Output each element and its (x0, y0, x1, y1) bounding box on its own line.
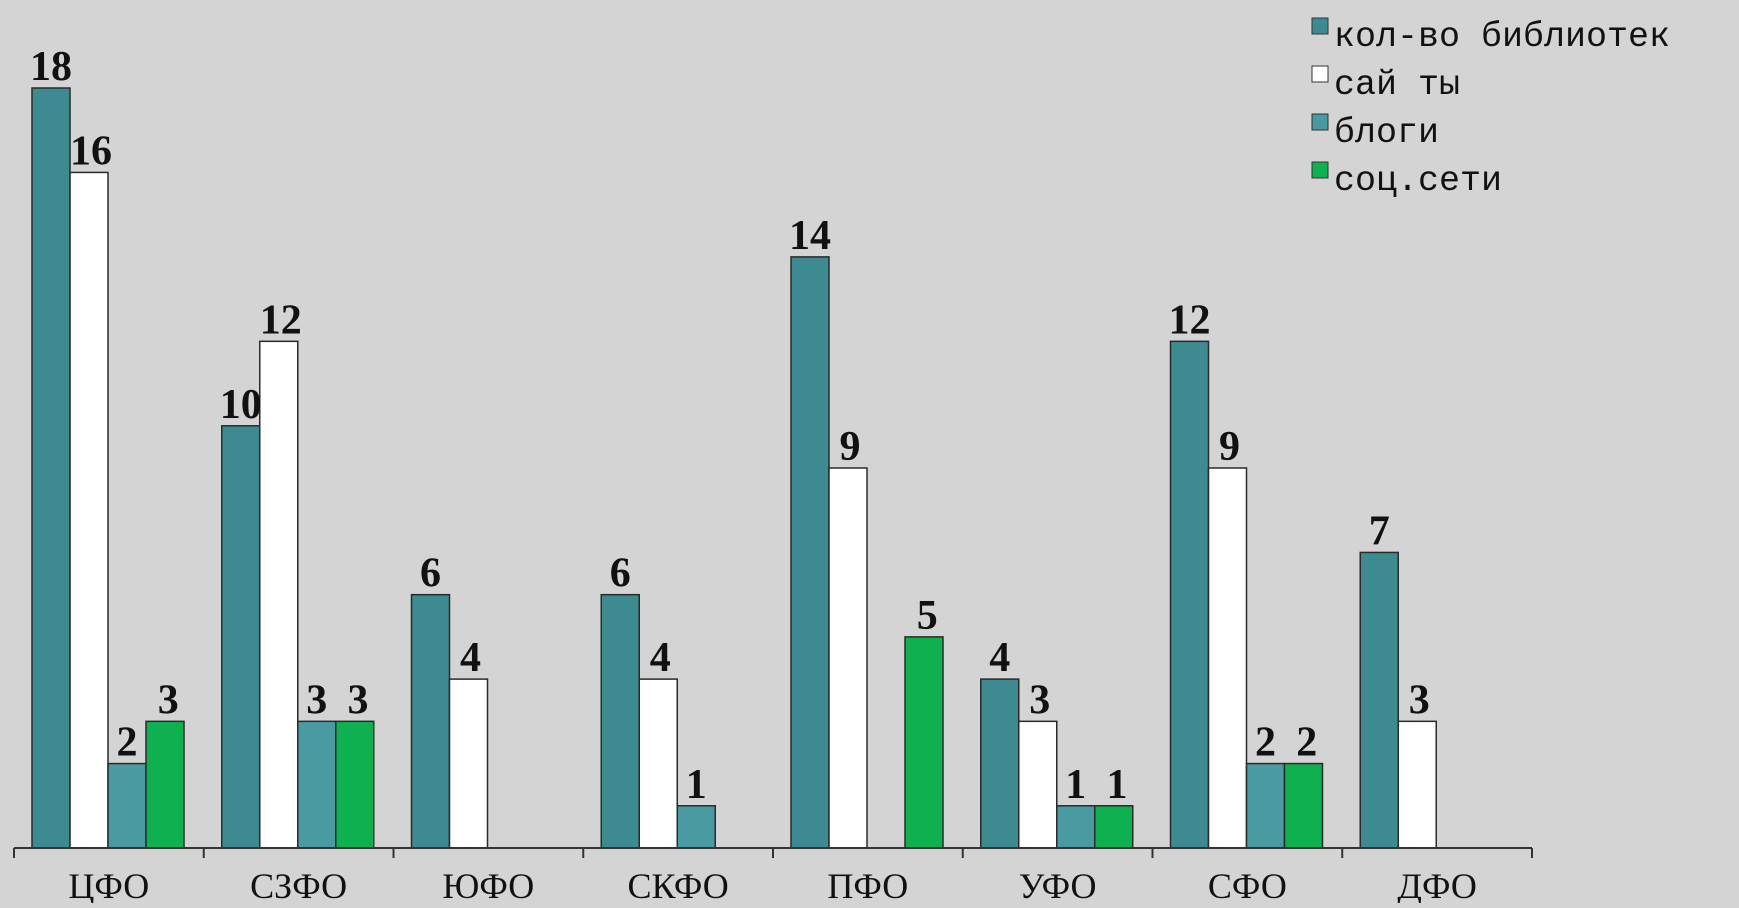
bar-дфо-series-1 (1359, 551, 1399, 849)
bar-уфо-series-4 (1094, 805, 1134, 849)
data-label-уфо-series-2: 3 (1029, 677, 1050, 723)
legend: кол-во библиотек сай ты блоги соц.сети (1311, 17, 1670, 201)
legend-label-4: соц.сети (1334, 161, 1502, 201)
legend-label-2: сай ты (1334, 65, 1460, 105)
x-tick-label-пфо: ПФО (827, 866, 908, 903)
bar-юфо-series-1 (410, 593, 451, 849)
data-label-сзфо-series-1: 10 (220, 382, 262, 428)
bar-пфо-series-2 (828, 467, 868, 849)
data-label-сфо-series-1: 12 (1169, 297, 1211, 343)
bar-цфо-series-1 (31, 87, 71, 849)
legend-swatch-2 (1311, 65, 1329, 83)
legend-swatch-4 (1311, 161, 1329, 179)
data-label-скфо-series-2: 4 (650, 635, 671, 681)
data-label-цфо-series-2: 16 (70, 128, 112, 174)
x-axis: ЦФО СЗФО ЮФО СКФО ПФО УФО СФО ДФО (13, 847, 1533, 906)
data-label-цфо-series-1: 18 (30, 44, 72, 90)
bar-дфо-series-2 (1397, 720, 1437, 849)
x-tick-label-сфо: СФО (1208, 866, 1287, 903)
data-label-пфо-series-1: 14 (789, 213, 831, 259)
bar-сфо-series-3 (1245, 762, 1286, 849)
data-label-цфо-series-4: 3 (158, 677, 179, 723)
bar-сфо-series-2 (1207, 467, 1248, 849)
data-label-юфо-series-2: 4 (460, 635, 481, 681)
bar-скфо-series-1 (600, 593, 640, 849)
bar-цфо-series-4 (145, 720, 185, 849)
bar-пфо-series-1 (790, 256, 830, 849)
x-tick-label-юфо: ЮФО (442, 866, 534, 903)
x-tick-label-скфо: СКФО (627, 866, 728, 903)
data-label-уфо-series-1: 4 (989, 635, 1010, 681)
bar-пфо-series-4 (904, 636, 944, 849)
data-label-уфо-series-4: 1 (1106, 762, 1127, 808)
bar-цфо-series-3 (107, 762, 147, 849)
data-label-цфо-series-3: 2 (117, 720, 138, 766)
bar-сзфо-series-2 (259, 340, 299, 849)
data-label-скфо-series-1: 6 (610, 551, 631, 597)
data-label-уфо-series-3: 1 (1065, 762, 1086, 808)
bar-уфо-series-1 (980, 678, 1020, 849)
bar-сфо-series-1 (1169, 340, 1210, 849)
bar-скфо-series-2 (638, 678, 678, 849)
bar-сзфо-series-3 (297, 720, 337, 849)
data-label-сзфо-series-4: 3 (347, 677, 368, 723)
x-tick-label-уфо: УФО (1019, 866, 1097, 903)
data-label-сзфо-series-2: 12 (260, 297, 302, 343)
legend-swatch-1 (1311, 17, 1329, 35)
bars-layer (31, 87, 1437, 849)
bar-скфо-series-3 (676, 805, 716, 849)
x-tick-label-дфо: ДФО (1397, 866, 1476, 903)
data-label-пфо-series-2: 9 (840, 424, 861, 470)
data-label-сфо-series-2: 9 (1219, 424, 1240, 470)
bar-уфо-series-2 (1018, 720, 1058, 849)
bar-сфо-series-4 (1283, 762, 1324, 849)
data-label-дфо-series-1: 7 (1369, 508, 1390, 554)
legend-label-3: блоги (1334, 113, 1439, 153)
data-label-сфо-series-3: 2 (1255, 720, 1276, 766)
data-label-скфо-series-3: 1 (686, 762, 707, 808)
data-label-пфо-series-4: 5 (917, 593, 938, 639)
bar-сзфо-series-4 (335, 720, 375, 849)
bar-сзфо-series-1 (221, 425, 261, 849)
data-label-дфо-series-2: 3 (1409, 677, 1430, 723)
data-label-сфо-series-4: 2 (1296, 720, 1317, 766)
legend-swatch-3 (1311, 113, 1329, 131)
bar-цфо-series-2 (69, 171, 109, 849)
x-tick-label-цфо: ЦФО (68, 866, 149, 903)
x-tick-label-сзфо: СЗФО (250, 866, 347, 903)
data-label-сзфо-series-3: 3 (306, 677, 327, 723)
bar-юфо-series-2 (448, 678, 489, 849)
bar-уфо-series-3 (1056, 805, 1096, 849)
data-label-юфо-series-1: 6 (420, 551, 441, 597)
legend-label-1: кол-во библиотек (1334, 17, 1670, 57)
